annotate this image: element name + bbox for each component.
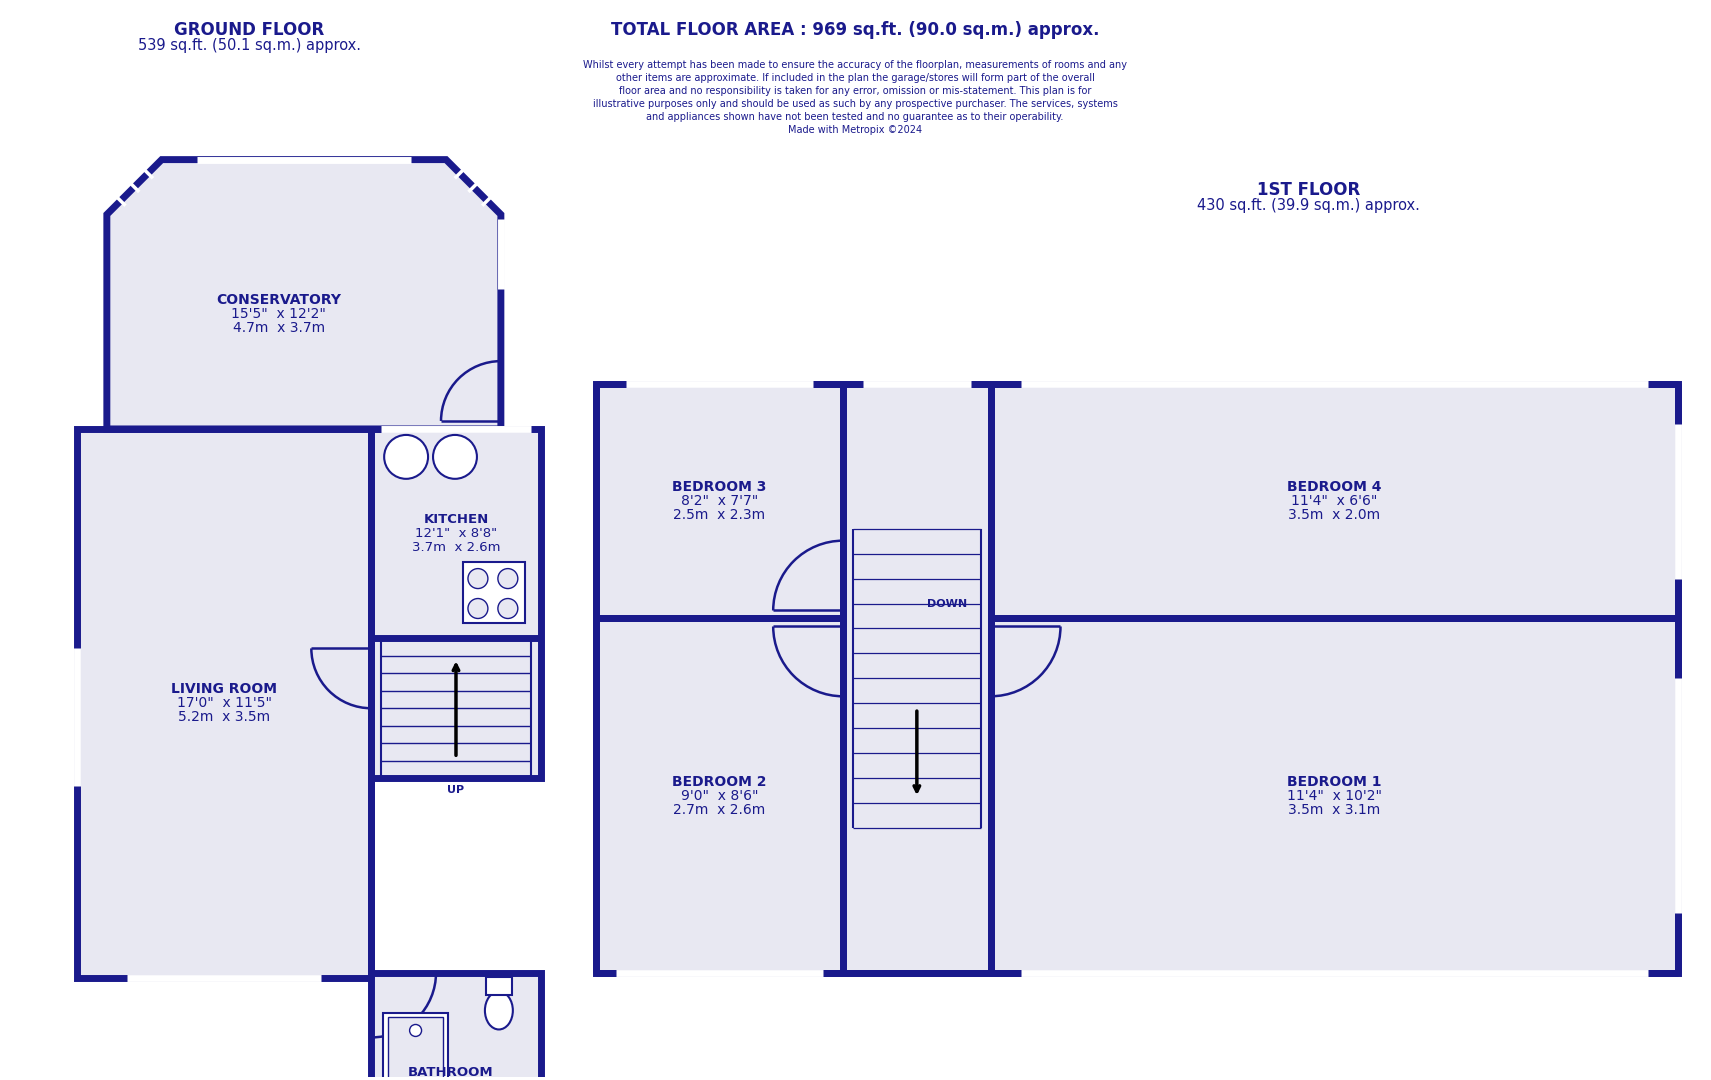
Polygon shape <box>106 160 501 429</box>
Bar <box>844 384 991 973</box>
Text: 9'0"  x 8'6": 9'0" x 8'6" <box>681 788 758 802</box>
Bar <box>595 619 844 973</box>
Text: 1ST FLOOR: 1ST FLOOR <box>1258 180 1360 199</box>
Circle shape <box>385 435 428 478</box>
Text: Made with Metropix ©2024: Made with Metropix ©2024 <box>789 124 922 135</box>
Text: illustrative purposes only and should be used as such by any prospective purchas: illustrative purposes only and should be… <box>592 98 1117 109</box>
Bar <box>371 973 541 1080</box>
Circle shape <box>467 598 488 619</box>
Text: floor area and no responsibility is taken for any error, omission or mis-stateme: floor area and no responsibility is take… <box>619 85 1092 96</box>
Text: 8'2"  x 7'7": 8'2" x 7'7" <box>681 495 758 509</box>
Text: LIVING ROOM: LIVING ROOM <box>171 683 277 697</box>
Text: Whilst every attempt has been made to ensure the accuracy of the floorplan, meas: Whilst every attempt has been made to en… <box>583 59 1128 70</box>
Text: BEDROOM 2: BEDROOM 2 <box>672 774 767 788</box>
Text: 15'5"  x 12'2": 15'5" x 12'2" <box>231 307 327 321</box>
Circle shape <box>467 568 488 589</box>
Bar <box>77 429 371 977</box>
Bar <box>371 429 541 778</box>
Text: 430 sq.ft. (39.9 sq.m.) approx.: 430 sq.ft. (39.9 sq.m.) approx. <box>1198 198 1420 213</box>
Text: CONSERVATORY: CONSERVATORY <box>216 294 342 308</box>
Text: BATHROOM: BATHROOM <box>409 1066 494 1079</box>
Bar <box>383 1013 448 1080</box>
Text: and appliances shown have not been tested and no guarantee as to their operabili: and appliances shown have not been teste… <box>647 111 1064 122</box>
Circle shape <box>409 1025 421 1037</box>
Circle shape <box>498 598 518 619</box>
Text: 5.2m  x 3.5m: 5.2m x 3.5m <box>178 711 270 725</box>
Bar <box>486 976 512 995</box>
Text: 11'4"  x 6'6": 11'4" x 6'6" <box>1292 495 1377 509</box>
Text: 3.5m  x 2.0m: 3.5m x 2.0m <box>1288 509 1381 523</box>
Text: 2.7m  x 2.6m: 2.7m x 2.6m <box>672 802 765 816</box>
Bar <box>388 1017 443 1080</box>
Text: 17'0"  x 11'5": 17'0" x 11'5" <box>176 697 272 711</box>
Circle shape <box>433 435 477 478</box>
Text: 4.7m  x 3.7m: 4.7m x 3.7m <box>233 321 325 335</box>
Text: DOWN: DOWN <box>927 598 967 608</box>
Bar <box>991 384 1678 619</box>
Bar <box>991 619 1678 973</box>
Text: BEDROOM 4: BEDROOM 4 <box>1287 481 1381 495</box>
Text: 12'1"  x 8'8": 12'1" x 8'8" <box>416 527 496 540</box>
Text: 2.5m  x 2.3m: 2.5m x 2.3m <box>672 509 765 523</box>
Text: TOTAL FLOOR AREA : 969 sq.ft. (90.0 sq.m.) approx.: TOTAL FLOOR AREA : 969 sq.ft. (90.0 sq.m… <box>611 21 1098 39</box>
Bar <box>595 384 844 619</box>
Bar <box>464 562 525 623</box>
Circle shape <box>498 568 518 589</box>
Text: 3.5m  x 3.1m: 3.5m x 3.1m <box>1288 802 1381 816</box>
Text: other items are approximate. If included in the plan the garage/stores will form: other items are approximate. If included… <box>616 72 1095 83</box>
Text: 3.7m  x 2.6m: 3.7m x 2.6m <box>412 541 500 554</box>
Text: BEDROOM 3: BEDROOM 3 <box>672 481 767 495</box>
Text: 539 sq.ft. (50.1 sq.m.) approx.: 539 sq.ft. (50.1 sq.m.) approx. <box>139 39 361 53</box>
Text: BEDROOM 1: BEDROOM 1 <box>1287 774 1381 788</box>
Ellipse shape <box>484 991 513 1029</box>
Text: 11'4"  x 10'2": 11'4" x 10'2" <box>1287 788 1382 802</box>
Text: GROUND FLOOR: GROUND FLOOR <box>175 21 325 39</box>
Text: KITCHEN: KITCHEN <box>423 513 489 526</box>
Text: UP: UP <box>447 785 465 795</box>
